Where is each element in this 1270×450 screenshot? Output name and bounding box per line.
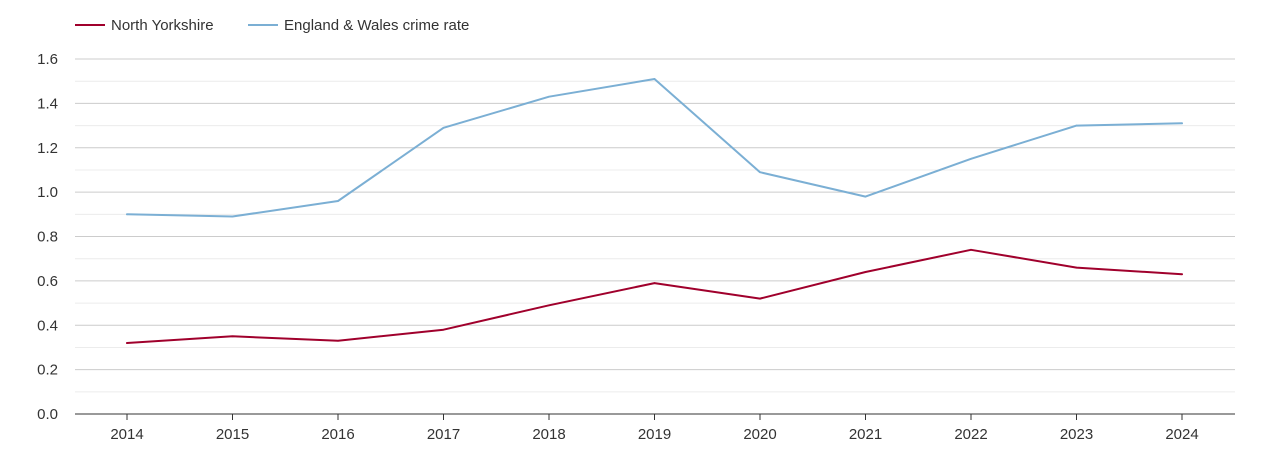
x-tick-label: 2021 [849, 426, 882, 443]
y-tick-label: 1.2 [37, 140, 58, 157]
legend: North Yorkshire England & Wales crime rat… [75, 17, 469, 34]
legend-label: North Yorkshire [111, 17, 214, 34]
data-point-0 [548, 304, 550, 307]
series-line-0 [126, 248, 1183, 344]
y-tick-label: 0.0 [37, 406, 58, 423]
data-point-0 [231, 335, 234, 338]
y-axis-ticks: 0.0 0.2 0.4 0.6 0.8 1.0 1.2 1.4 1.6 [37, 51, 58, 423]
x-tick-label: 2024 [1165, 426, 1198, 443]
x-tick-label: 2020 [743, 426, 776, 443]
data-point-0 [126, 342, 128, 344]
data-point-0 [970, 249, 972, 251]
legend-label: England & Wales crime rate [284, 17, 469, 34]
data-point-1 [864, 195, 867, 198]
y-tick-label: 0.4 [37, 317, 58, 334]
data-point-1 [970, 158, 972, 160]
x-tick-label: 2022 [954, 426, 987, 443]
x-tick-label: 2016 [321, 426, 354, 443]
data-point-0 [1181, 273, 1183, 276]
data-point-0 [759, 297, 761, 300]
y-tick-label: 1.4 [37, 95, 58, 112]
data-point-0 [442, 328, 445, 331]
data-point-1 [337, 200, 339, 202]
data-point-1 [1075, 124, 1078, 127]
data-point-1 [653, 78, 656, 80]
y-tick-label: 0.2 [37, 362, 58, 379]
y-tick-label: 0.6 [37, 273, 58, 290]
y-tick-label: 1.6 [37, 51, 58, 68]
x-tick-label: 2023 [1060, 426, 1093, 443]
y-tick-label: 1.0 [37, 184, 58, 201]
x-tick-label: 2018 [532, 426, 565, 443]
x-axis-ticks: 2014 2015 2016 2017 2018 2019 2020 2021 2022 2023… [110, 414, 1199, 443]
data-point-0 [337, 339, 339, 342]
x-tick-label: 2014 [110, 426, 143, 443]
y-tick-label: 0.8 [37, 229, 58, 246]
data-point-0 [653, 282, 656, 284]
x-tick-label: 2015 [216, 426, 249, 443]
grid-lines [75, 58, 1235, 393]
series-lines [126, 78, 1183, 344]
x-tick-label: 2017 [427, 426, 460, 443]
data-point-1 [1181, 122, 1183, 125]
data-point-1 [442, 126, 445, 129]
data-point-1 [548, 95, 550, 98]
data-point-1 [126, 213, 128, 216]
x-tick-label: 2019 [638, 426, 671, 443]
data-point-0 [1075, 266, 1078, 269]
data-point-1 [759, 171, 761, 173]
data-point-1 [231, 215, 234, 218]
data-point-0 [864, 271, 867, 273]
